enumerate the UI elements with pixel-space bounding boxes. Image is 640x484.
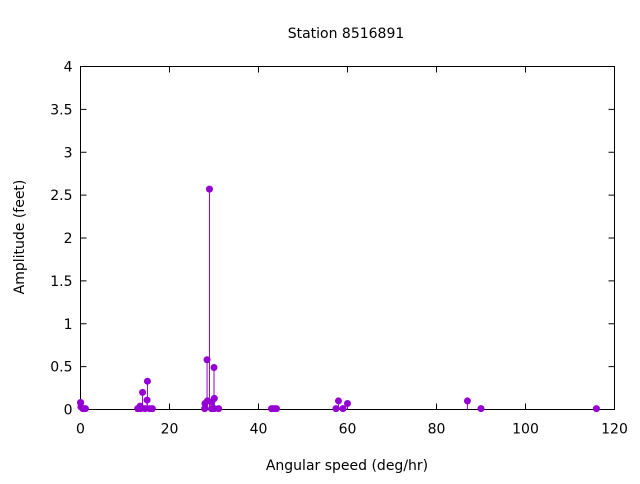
- x-tick-label: 40: [250, 422, 268, 438]
- data-point: [203, 356, 211, 364]
- x-tick-label: 80: [428, 422, 446, 438]
- x-axis-label: Angular speed (deg/hr): [266, 458, 428, 474]
- y-axis-label: Amplitude (feet): [12, 180, 28, 295]
- chart-title: Station 8516891: [288, 26, 405, 42]
- data-point: [344, 399, 351, 407]
- y-tick-label: 4: [64, 60, 73, 76]
- x-tick-label: 20: [161, 422, 179, 438]
- y-tick-label: 0.5: [50, 360, 72, 376]
- data-point: [332, 405, 340, 413]
- data-point: [215, 405, 223, 413]
- y-tick-label: 3: [64, 145, 73, 161]
- data-point: [205, 185, 213, 193]
- y-tick-label: 1.5: [50, 274, 72, 290]
- plot-frame: [80, 66, 615, 410]
- data-point: [81, 405, 89, 413]
- data-point: [139, 388, 147, 396]
- data-point: [339, 405, 347, 413]
- data-point: [477, 405, 485, 413]
- data-point: [143, 377, 151, 385]
- data-point: [210, 394, 218, 402]
- data-point: [210, 363, 218, 371]
- data-point: [148, 405, 156, 413]
- y-tick-label: 3.5: [50, 102, 72, 118]
- x-tick-label: 0: [76, 422, 85, 438]
- x-tick-label: 100: [512, 422, 539, 438]
- data-point: [592, 405, 600, 413]
- y-tick-label: 0: [64, 403, 73, 419]
- data-point: [272, 405, 280, 413]
- y-tick-label: 2.5: [50, 188, 72, 204]
- x-tick-label: 60: [339, 422, 357, 438]
- y-tick-label: 1: [64, 317, 73, 333]
- data-point: [334, 397, 342, 405]
- x-tick-label: 120: [601, 422, 628, 438]
- data-point: [463, 397, 471, 405]
- y-tick-label: 2: [64, 231, 73, 247]
